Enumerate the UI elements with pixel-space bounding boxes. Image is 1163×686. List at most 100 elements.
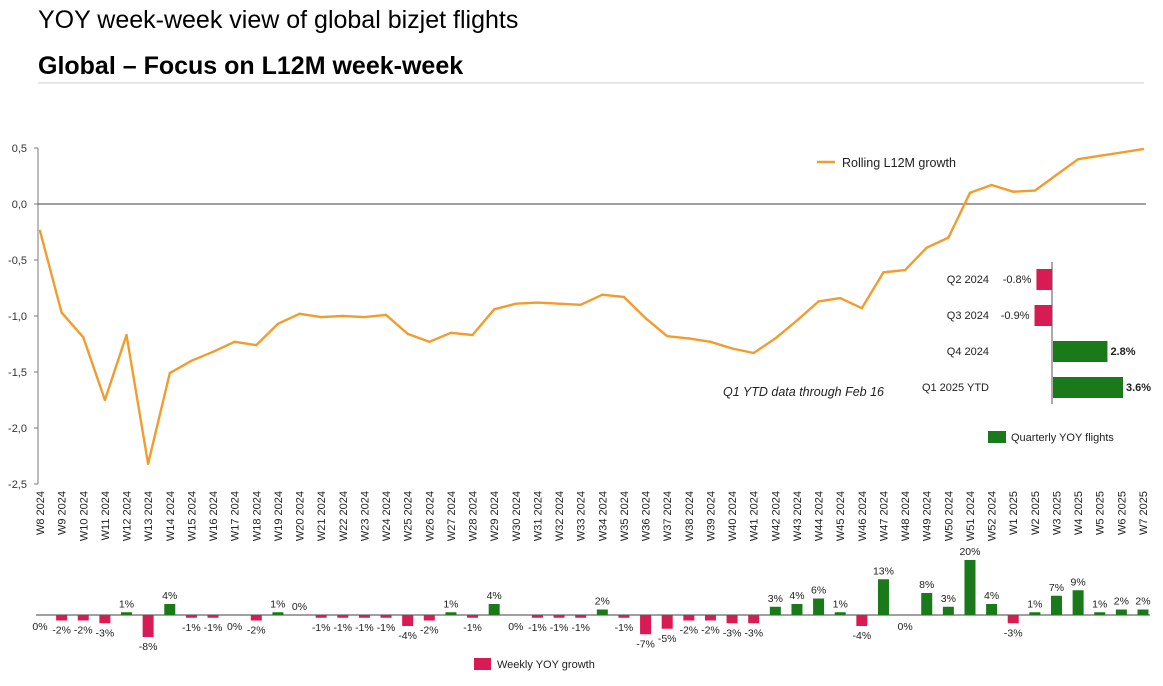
weekly-bar xyxy=(77,615,89,621)
weekly-value-label: 7% xyxy=(1049,582,1064,594)
x-tick-label: W44 2024 xyxy=(814,491,826,541)
x-tick-label: W38 2024 xyxy=(684,491,696,541)
line-point xyxy=(428,340,431,343)
weekly-value-label: 4% xyxy=(789,590,804,602)
line-point xyxy=(795,319,799,322)
line-point xyxy=(1033,189,1037,192)
weekly-value-label: 8% xyxy=(919,579,934,591)
weekly-value-label: 1% xyxy=(443,598,458,610)
weekly-bar xyxy=(942,606,954,615)
x-tick-label: W22 2024 xyxy=(338,491,350,541)
weekly-bar xyxy=(531,615,543,618)
x-tick-label: W15 2024 xyxy=(186,491,198,541)
x-tick-label: W31 2024 xyxy=(532,491,544,541)
weekly-bar xyxy=(142,615,154,637)
weekly-bar xyxy=(856,615,868,626)
line-point xyxy=(601,293,604,296)
line-point xyxy=(276,322,280,326)
weekly-bar xyxy=(423,615,435,621)
weekly-value-label: -2% xyxy=(74,625,93,637)
x-tick-label: W6 2025 xyxy=(1116,491,1128,535)
weekly-bar xyxy=(56,615,68,621)
weekly-bar xyxy=(337,615,349,618)
x-tick-label: W8 2024 xyxy=(35,491,47,535)
line-point xyxy=(211,350,215,354)
q1-ytd-annotation: Q1 YTD data through Feb 16 xyxy=(723,385,884,399)
line-point xyxy=(644,317,647,320)
page-title: YOY week-week view of global bizjet flig… xyxy=(38,6,519,34)
weekly-value-label: 1% xyxy=(119,598,134,610)
line-point xyxy=(968,191,972,194)
x-tick-label: W11 2024 xyxy=(100,491,112,540)
weekly-value-label: -4% xyxy=(852,630,871,642)
x-tick-label: W20 2024 xyxy=(295,491,307,541)
weekly-bar xyxy=(813,598,825,615)
line-point xyxy=(341,314,344,318)
weekly-value-label: 1% xyxy=(1092,598,1107,610)
line-point xyxy=(990,183,993,187)
y-tick-label: -2,0 xyxy=(8,423,27,435)
line-point xyxy=(449,331,453,334)
weekly-bar xyxy=(445,612,457,615)
x-tick-label: W18 2024 xyxy=(251,491,263,541)
quarterly-category-label: Q2 2024 xyxy=(947,274,989,286)
x-tick-label: W26 2024 xyxy=(424,491,436,541)
x-tick-label: W49 2024 xyxy=(922,491,934,541)
x-tick-label: W35 2024 xyxy=(619,491,631,541)
weekly-bar xyxy=(1115,609,1127,615)
weekly-value-label: 0% xyxy=(227,621,242,633)
x-tick-label: W30 2024 xyxy=(511,491,523,541)
line-point xyxy=(882,271,885,274)
weekly-bar xyxy=(640,615,652,635)
weekly-value-label: 6% xyxy=(811,585,826,597)
line-point xyxy=(1141,147,1145,151)
weekly-value-label: 1% xyxy=(1027,598,1042,610)
weekly-value-label: 3% xyxy=(768,593,783,605)
weekly-bar xyxy=(1094,612,1106,615)
line-point xyxy=(665,334,669,338)
weekly-legend-label: Weekly YOY growth xyxy=(497,659,595,671)
x-tick-label: W41 2024 xyxy=(749,491,761,541)
line-point xyxy=(125,333,128,337)
line-point xyxy=(233,340,236,343)
weekly-bar xyxy=(834,612,846,615)
line-point xyxy=(1055,173,1058,177)
weekly-bar xyxy=(207,615,219,618)
x-tick-label: W33 2024 xyxy=(576,491,588,541)
x-tick-label: W43 2024 xyxy=(792,491,804,541)
weekly-bar xyxy=(877,579,889,615)
weekly-bar xyxy=(1029,612,1041,615)
weekly-bar xyxy=(553,615,565,618)
line-point xyxy=(817,300,820,303)
line-point xyxy=(298,312,301,315)
line-point xyxy=(1120,151,1123,154)
weekly-value-label: -3% xyxy=(744,627,763,639)
weekly-value-label: 2% xyxy=(1135,596,1150,608)
x-tick-label: W21 2024 xyxy=(316,491,328,541)
line-point xyxy=(752,351,755,355)
line-point xyxy=(860,306,864,310)
weekly-bar xyxy=(99,615,111,624)
line-point xyxy=(709,340,712,343)
weekly-bar xyxy=(402,615,414,626)
line-point xyxy=(730,347,734,350)
line-point xyxy=(38,229,42,233)
line-point xyxy=(622,295,626,299)
weekly-value-label: -1% xyxy=(204,622,223,634)
x-tick-label: W28 2024 xyxy=(468,491,480,541)
line-point xyxy=(1076,158,1080,161)
weekly-bar xyxy=(661,615,673,629)
weekly-bar xyxy=(488,604,500,615)
weekly-value-label: -2% xyxy=(701,625,720,637)
quarterly-bar xyxy=(1053,341,1108,362)
weekly-value-label: 2% xyxy=(595,596,610,608)
weekly-bar xyxy=(380,615,392,618)
weekly-bar xyxy=(683,615,695,621)
x-tick-label: W19 2024 xyxy=(273,491,285,541)
weekly-value-label: 4% xyxy=(487,590,502,602)
x-tick-label: W24 2024 xyxy=(381,491,393,541)
x-tick-label: W13 2024 xyxy=(143,491,155,541)
weekly-bar xyxy=(726,615,738,624)
line-point xyxy=(82,336,85,339)
